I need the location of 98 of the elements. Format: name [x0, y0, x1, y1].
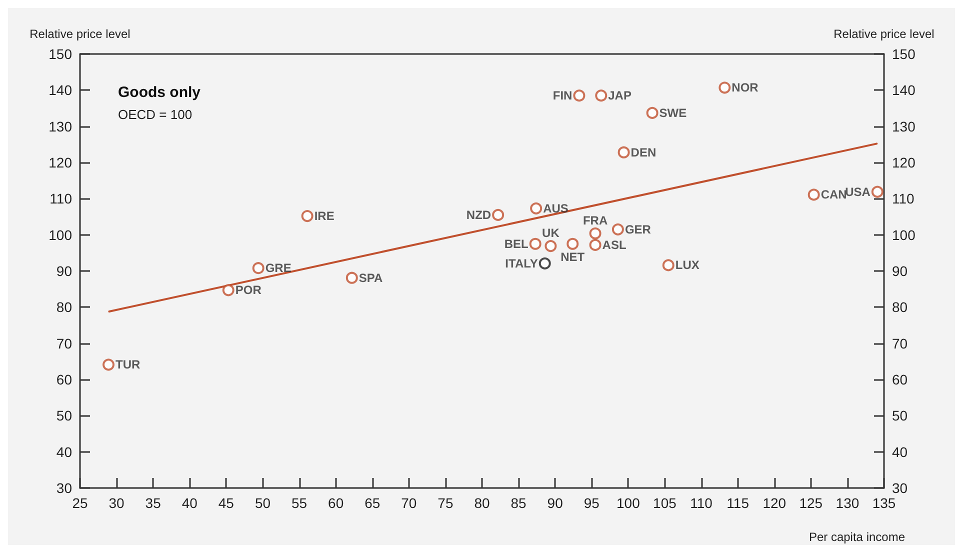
annotation: NZD — [466, 208, 492, 222]
annotation: FIN — [552, 88, 572, 103]
annotation: JAP — [608, 88, 632, 103]
x-tick-label: 60 — [328, 495, 344, 511]
point — [646, 106, 658, 119]
x-tick-label: 75 — [438, 495, 454, 511]
point — [595, 90, 608, 102]
y-tick-label: 100 — [48, 226, 72, 243]
annotation: POR — [235, 283, 262, 298]
y2-tick-label: 50 — [892, 408, 908, 424]
annotation: ASL — [602, 238, 626, 252]
annotation: AUS — [543, 201, 568, 216]
point — [102, 358, 115, 371]
y2-tick-label: 130 — [892, 118, 916, 134]
y2-tick-label: 120 — [892, 154, 916, 170]
point — [252, 262, 264, 274]
y-tick-label: 80 — [56, 299, 72, 316]
point — [566, 238, 579, 250]
x-tick-label: 30 — [108, 495, 125, 511]
annotation: NET — [560, 250, 586, 264]
x-tick-label: 110 — [690, 495, 713, 511]
y2-tick-label: 90 — [892, 263, 908, 279]
y2-tick-label: 40 — [892, 444, 908, 460]
y-tick-label: 140 — [48, 82, 72, 98]
y2-tick-label: 70 — [892, 335, 908, 352]
point — [538, 257, 551, 270]
annotation: NOR — [732, 80, 759, 95]
point — [346, 272, 358, 284]
y2-axis-title: Relative price level — [834, 27, 934, 41]
x-tick-label: 35 — [145, 495, 162, 511]
y2-tick-label: 100 — [892, 226, 916, 243]
y-tick-label: 110 — [50, 190, 72, 207]
point — [871, 186, 884, 198]
y-tick-label: 40 — [56, 444, 72, 460]
annotation: SPA — [358, 270, 384, 285]
point — [612, 223, 624, 236]
annotation: GER — [624, 222, 652, 236]
point — [530, 202, 542, 214]
x-tick-label: 90 — [547, 495, 564, 511]
x-tick-label: 55 — [291, 495, 308, 511]
annotation: GRE — [265, 261, 292, 276]
x-tick-label: 70 — [401, 495, 417, 511]
y-tick-label: 150 — [48, 46, 72, 62]
x-tick-label: 45 — [218, 495, 234, 511]
annotation: BEL — [504, 236, 528, 251]
y2-tick-label: 140 — [892, 82, 916, 98]
point — [222, 284, 234, 296]
y2-tick-label: 80 — [892, 299, 908, 316]
x-tick-label: 25 — [72, 495, 88, 511]
x-tick-label: 80 — [474, 495, 490, 511]
x-tick-label: 50 — [254, 495, 271, 511]
annotation: TUR — [116, 358, 140, 372]
y2-tick-label: 30 — [892, 480, 908, 496]
annotation: IRE — [314, 209, 334, 224]
point — [618, 146, 630, 158]
x-tick-label: 125 — [799, 495, 823, 511]
annotation: FRA — [582, 213, 608, 228]
x-tick-label: 105 — [653, 495, 677, 511]
x-tick-label: 115 — [726, 495, 750, 511]
x-tick-label: 130 — [836, 495, 860, 511]
y-axis-title: Relative price level — [30, 27, 130, 41]
y-tick-label: 130 — [48, 118, 72, 134]
y-tick-label: 30 — [56, 480, 72, 496]
y-tick-label: 90 — [56, 263, 72, 279]
point — [718, 82, 731, 94]
y-tick-label: 60 — [56, 372, 72, 388]
x-tick-label: 95 — [584, 495, 600, 511]
annotation: CAN — [820, 188, 847, 202]
point — [301, 210, 314, 222]
y2-tick-label: 150 — [892, 46, 916, 62]
point — [808, 188, 820, 201]
x-tick-label: 120 — [762, 495, 786, 511]
annotation: DEN — [630, 145, 656, 160]
point — [492, 208, 504, 221]
point — [589, 238, 602, 251]
point — [589, 227, 602, 240]
y-tick-label: 70 — [56, 335, 72, 352]
annotation: LUX — [675, 258, 700, 272]
point — [544, 240, 557, 252]
y-tick-label: 50 — [56, 408, 72, 424]
text: OECD = 100 — [118, 107, 192, 122]
x-tick-label: 65 — [364, 495, 380, 511]
text: Goods only — [118, 84, 202, 101]
x-axis-title: Per capita income — [808, 530, 906, 544]
x-tick-label: 135 — [872, 495, 896, 511]
x-tick-label: 85 — [510, 495, 527, 511]
y2-tick-label: 60 — [892, 372, 908, 388]
annotation: UK — [542, 226, 560, 240]
point — [573, 90, 586, 102]
x-tick-label: 100 — [616, 495, 640, 511]
annotation: SWE — [659, 106, 687, 120]
point — [529, 238, 542, 250]
annotation: USA — [845, 184, 871, 199]
point — [662, 259, 674, 272]
y2-tick-label: 110 — [892, 190, 915, 207]
x-tick-label: 40 — [182, 495, 198, 511]
annotation: ITALY — [505, 256, 538, 270]
y-tick-label: 120 — [48, 154, 72, 170]
